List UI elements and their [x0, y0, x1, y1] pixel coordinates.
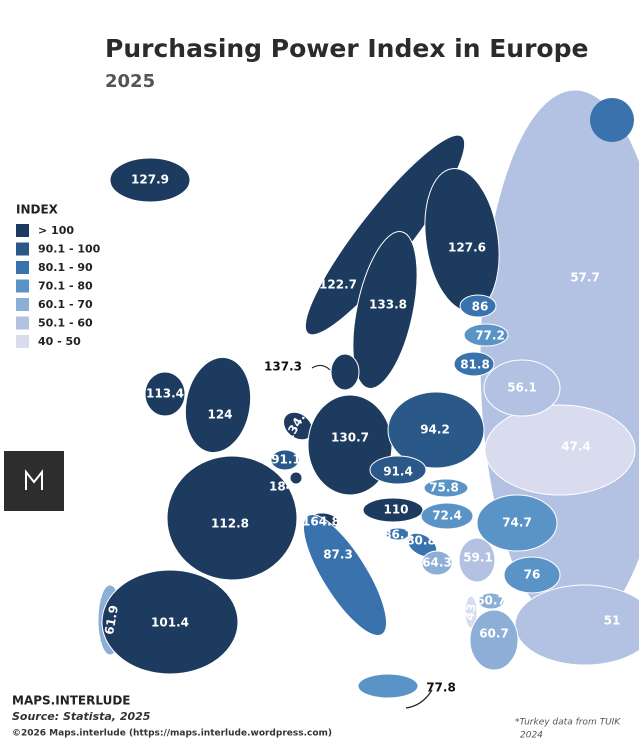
region — [270, 449, 300, 471]
region — [476, 494, 558, 552]
region — [387, 391, 485, 469]
region-label: 101.4 — [151, 616, 189, 630]
region — [484, 404, 636, 496]
legend-swatch — [16, 224, 29, 237]
legend-swatch — [16, 242, 29, 256]
region-label: 91.4 — [383, 465, 413, 479]
region-label: 51 — [604, 614, 621, 628]
region — [423, 478, 469, 498]
logo-mark — [25, 469, 43, 490]
legend-label: 80.1 - 90 — [38, 261, 93, 274]
legend-label: 70.1 - 80 — [38, 280, 93, 293]
region — [385, 527, 411, 541]
region — [289, 471, 303, 485]
region — [421, 550, 453, 576]
region-label: 56.1 — [507, 381, 537, 395]
region — [109, 157, 191, 203]
region-label: 86 — [472, 300, 489, 314]
regions — [97, 89, 639, 699]
legend-label: 40 - 50 — [38, 335, 81, 348]
region-label: 184.3 — [269, 480, 307, 494]
legend-title: INDEX — [16, 203, 59, 217]
region — [464, 595, 478, 629]
region-label: 74.7 — [502, 516, 532, 530]
region — [369, 455, 427, 485]
region-label: 130.7 — [331, 431, 369, 445]
legend-swatch — [16, 316, 29, 330]
leader-arrow — [405, 689, 433, 709]
region-label: 87.3 — [323, 548, 353, 562]
region-label: 47.4 — [561, 440, 591, 454]
region-label: 43 — [462, 602, 479, 621]
legend: > 100 90.1 - 100 80.1 - 90 70.1 - 80 60.1 - … — [16, 224, 101, 348]
region-label: 80.8 — [406, 534, 436, 548]
region — [302, 514, 388, 636]
note: 2024 — [520, 731, 543, 741]
region-label: 124 — [207, 408, 232, 422]
region-label: 59.1 — [463, 551, 493, 565]
region-label: 127.6 — [448, 241, 486, 255]
region-label: 110 — [383, 503, 408, 517]
region — [469, 609, 519, 671]
region-label: 137.3 — [264, 360, 302, 374]
region-label: 91.1 — [271, 453, 301, 467]
region-label: 94.2 — [420, 423, 450, 437]
region — [420, 502, 474, 530]
region-label: 122.7 — [319, 278, 357, 292]
legend-label: 60.1 - 70 — [38, 298, 93, 311]
title: Purchasing Power Index in Europe — [105, 34, 588, 63]
region-label: 133.8 — [369, 298, 407, 312]
legend-swatch — [16, 298, 29, 311]
region-label: 60.7 — [479, 627, 509, 641]
region — [352, 231, 418, 389]
legend-swatch — [16, 335, 29, 348]
region-label: 127.9 — [131, 173, 169, 187]
region-label: 60.7 — [476, 594, 506, 608]
icon — [590, 98, 634, 142]
region — [477, 592, 505, 610]
region-label: 113.4 — [146, 387, 184, 401]
region — [144, 371, 186, 417]
source: Source: Statista, 2025 — [12, 710, 151, 723]
region-label: 72.4 — [432, 509, 462, 523]
region — [459, 294, 497, 318]
region-label: 57.7 — [570, 271, 600, 285]
region — [362, 497, 424, 523]
copyright: ©2026 Maps.interlude (https://maps.inter… — [12, 729, 332, 739]
region-label: 164.8 — [302, 515, 340, 529]
leader-arrow — [311, 364, 331, 371]
region — [503, 556, 561, 594]
region-label: 86.1 — [383, 528, 413, 542]
region — [166, 455, 298, 581]
legend-swatch — [16, 261, 29, 274]
region-label: 75.8 — [429, 481, 459, 495]
region — [101, 569, 239, 675]
region-label: 64.3 — [422, 556, 452, 570]
legend-label: > 100 — [38, 224, 74, 237]
region — [458, 537, 496, 583]
region — [453, 351, 495, 377]
region-label: 81.8 — [460, 358, 490, 372]
brand: MAPS.INTERLUDE — [12, 694, 130, 708]
region-label: 112.8 — [211, 517, 249, 531]
region-label: 76 — [524, 568, 541, 582]
region — [184, 356, 252, 454]
note: *Turkey data from TUIK — [515, 718, 621, 728]
region-label: 77.8 — [426, 681, 456, 695]
legend-label: 50.1 - 60 — [38, 317, 93, 330]
subtitle: 2025 — [105, 71, 155, 92]
region — [463, 323, 509, 347]
legend-label: 90.1 - 100 — [38, 243, 101, 256]
region — [483, 359, 561, 417]
region-label: 61.9 — [102, 604, 121, 636]
region — [330, 353, 360, 391]
region — [357, 673, 419, 699]
region-label: 77.2 — [475, 329, 505, 343]
legend-swatch — [16, 279, 29, 293]
